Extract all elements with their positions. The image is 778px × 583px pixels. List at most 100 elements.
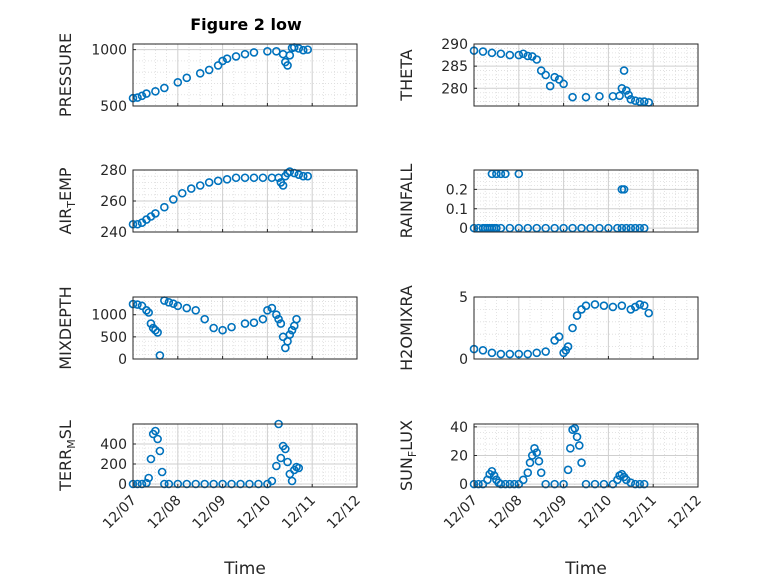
y-tick-label: 20 bbox=[450, 449, 468, 465]
data-point bbox=[559, 479, 568, 489]
data-point bbox=[200, 314, 209, 324]
y-tick-label: 5 bbox=[459, 290, 468, 306]
x-tick-label: 12/12 bbox=[324, 493, 364, 533]
data-point bbox=[281, 444, 290, 454]
data-point bbox=[258, 173, 268, 183]
data-point bbox=[563, 342, 573, 351]
y-tick-label: 0.1 bbox=[446, 202, 468, 218]
data-point bbox=[182, 303, 192, 313]
data-point bbox=[532, 348, 542, 358]
data-point bbox=[639, 479, 649, 489]
axes-box bbox=[473, 43, 699, 107]
data-point bbox=[155, 446, 165, 456]
data-point bbox=[510, 479, 519, 489]
y-axis-label: H2OMIXRA bbox=[397, 285, 416, 371]
data-point bbox=[536, 66, 546, 75]
x-tick-label: 12/10 bbox=[234, 493, 274, 533]
data-point bbox=[133, 219, 142, 229]
y-tick-label: 1000 bbox=[91, 43, 127, 59]
data-point bbox=[160, 202, 169, 212]
data-point bbox=[487, 48, 497, 58]
data-point bbox=[523, 468, 533, 477]
x-tick-label: 12/07 bbox=[100, 493, 140, 533]
subplot-4: 0 0.1 0.2 RAINFALL bbox=[397, 164, 699, 239]
data-point bbox=[566, 444, 575, 453]
data-point bbox=[148, 323, 158, 333]
data-point bbox=[240, 173, 250, 183]
data-point bbox=[294, 44, 304, 53]
data-point bbox=[518, 475, 528, 485]
data-point bbox=[496, 349, 506, 359]
y-tick-label: 500 bbox=[100, 330, 127, 346]
data-point bbox=[534, 456, 544, 466]
data-point bbox=[133, 93, 142, 102]
data-point bbox=[133, 300, 142, 309]
data-point bbox=[550, 479, 559, 489]
y-tick-label: 280 bbox=[441, 81, 468, 97]
subplot-5: 0 500 1000 MIXDEPTH bbox=[56, 286, 358, 370]
data-point bbox=[213, 176, 223, 186]
data-point bbox=[287, 476, 297, 486]
data-point bbox=[622, 86, 631, 95]
data-point bbox=[272, 461, 281, 471]
data-point bbox=[630, 96, 640, 105]
data-point bbox=[298, 45, 308, 55]
data-point bbox=[541, 70, 550, 80]
x-tick-label: 12/08 bbox=[145, 493, 185, 533]
y-tick-label: 280 bbox=[100, 163, 127, 179]
data-point bbox=[599, 479, 609, 489]
data-point bbox=[514, 349, 524, 359]
data-point bbox=[532, 448, 542, 457]
y-tick-label: 290 bbox=[441, 37, 468, 53]
data-point bbox=[496, 49, 506, 59]
data-point bbox=[559, 79, 568, 89]
data-point bbox=[568, 92, 577, 102]
data-point bbox=[169, 195, 178, 204]
data-point bbox=[186, 184, 196, 193]
data-point bbox=[635, 479, 645, 489]
data-point bbox=[599, 301, 609, 310]
data-point bbox=[209, 323, 218, 333]
data-point bbox=[303, 171, 313, 181]
data-point bbox=[195, 69, 205, 78]
y-tick-label: 0 bbox=[118, 352, 127, 368]
y-tick-label: 0 bbox=[459, 477, 468, 493]
data-point bbox=[303, 45, 313, 54]
subplot-3: 240 260 280 AIRTEMP bbox=[56, 163, 358, 241]
data-point bbox=[581, 92, 591, 102]
data-point bbox=[554, 75, 564, 84]
data-point bbox=[267, 476, 277, 486]
data-point bbox=[240, 319, 250, 328]
subplot-2: 280 285 290 THETA bbox=[397, 37, 699, 107]
data-point bbox=[191, 305, 201, 315]
data-point bbox=[195, 181, 205, 190]
data-point bbox=[474, 479, 483, 489]
subplot-6: 0 5 H2OMIXRA bbox=[397, 285, 699, 371]
y-tick-label: 400 bbox=[100, 437, 127, 453]
data-point bbox=[213, 61, 223, 70]
figure-title: Figure 2 low bbox=[190, 15, 302, 34]
data-point bbox=[146, 319, 156, 328]
data-point bbox=[501, 479, 510, 489]
data-point bbox=[227, 322, 236, 332]
data-point bbox=[514, 50, 524, 60]
data-point bbox=[164, 298, 174, 307]
data-point bbox=[617, 83, 627, 93]
data-point bbox=[545, 81, 555, 91]
data-point bbox=[249, 48, 259, 57]
data-point bbox=[626, 95, 636, 104]
data-point bbox=[639, 301, 649, 310]
axes-box bbox=[473, 423, 699, 488]
subplot-7: 0 200 400 TERRMSL 12/07 12/08 12/09 12/10 12/11 1… bbox=[56, 419, 364, 579]
y-tick-label: 0 bbox=[459, 352, 468, 368]
data-point bbox=[626, 478, 636, 488]
data-point bbox=[274, 314, 283, 324]
y-axis-label: RAINFALL bbox=[397, 164, 416, 239]
axes-box bbox=[132, 43, 358, 107]
data-point bbox=[278, 181, 288, 190]
data-point bbox=[489, 471, 499, 480]
data-point bbox=[570, 423, 580, 433]
y-tick-label: 200 bbox=[100, 457, 127, 473]
data-point bbox=[624, 90, 633, 100]
data-point bbox=[283, 457, 292, 467]
